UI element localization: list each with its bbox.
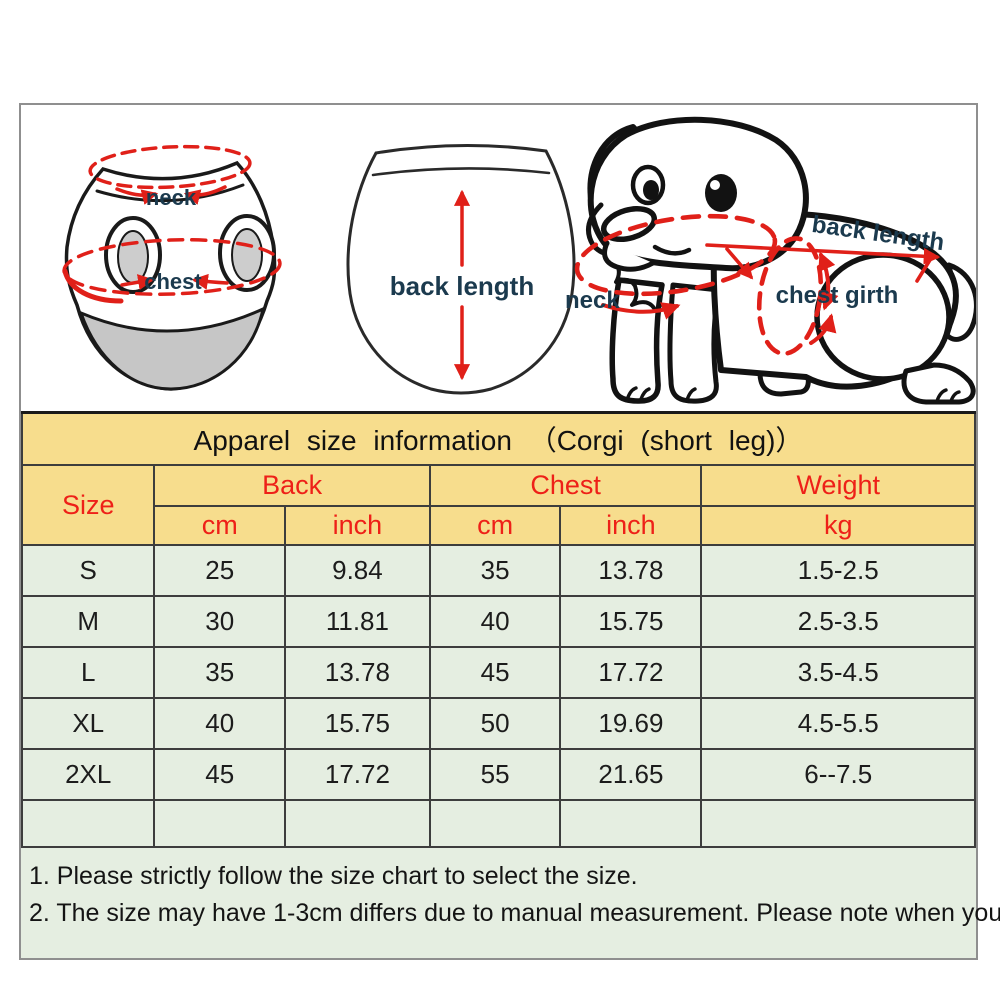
neck-arrow-right [183, 185, 227, 205]
table-title-row: Apparel size information （Corgi (short l… [21, 411, 976, 466]
cell-back-cm: 45 [153, 748, 286, 801]
vest-back-band [371, 167, 551, 177]
header-chest-inch: inch [559, 505, 703, 546]
table-row-2xl: 2XL 45 17.72 55 21.65 6--7.5 [20, 748, 976, 801]
note-2: 2. The size may have 1-3cm differs due t… [29, 899, 1000, 927]
cell-chest-cm: 45 [428, 646, 562, 699]
dog-hind-toes [935, 388, 961, 403]
vest-back-body [346, 143, 576, 395]
cell-weight: 1.5-2.5 [700, 544, 976, 597]
cell-weight [700, 799, 976, 848]
size-guide-panel: neck chest back length [19, 103, 1000, 960]
cell-size: 2XL [20, 748, 156, 801]
cell-back-cm [153, 799, 286, 848]
cell-back-inch: 11.81 [284, 595, 431, 648]
cell-back-inch: 17.72 [284, 748, 431, 801]
cell-back-inch: 13.78 [284, 646, 431, 699]
cell-chest-inch: 21.65 [559, 748, 703, 801]
chest-arrow-left [120, 274, 155, 291]
header-weight: Weight [700, 464, 976, 507]
cell-back-cm: 35 [153, 646, 286, 699]
chest-arrow-right [191, 273, 229, 290]
dog-nose [600, 206, 658, 242]
header-chest: Chest [428, 464, 703, 507]
armhole-right-inner [231, 228, 263, 282]
dog-front-toes [625, 386, 697, 402]
cell-weight: 4.5-5.5 [700, 697, 976, 750]
table-row-s: S 25 9.84 35 13.78 1.5-2.5 [20, 544, 976, 597]
dog-eye-right-gleam [710, 180, 720, 190]
cell-size [20, 799, 156, 848]
measurement-illustration: neck chest back length [62, 116, 976, 405]
vest-front-neckband [95, 183, 245, 203]
dog-haunch [814, 252, 952, 382]
cell-back-inch: 9.84 [284, 544, 431, 597]
cell-back-inch [284, 799, 431, 848]
cell-size: XL [20, 697, 156, 750]
dog-neck-measure-ellipse [574, 213, 778, 297]
note-1: 1. Please strictly follow the size chart… [29, 862, 638, 890]
header-back-cm: cm [153, 505, 286, 546]
vest-back-length-label: back length [390, 271, 534, 301]
cell-chest-cm: 35 [428, 544, 562, 597]
vest-back-illustration: back length [346, 143, 576, 395]
dog-chest-girth-arrow2 [809, 313, 837, 345]
cell-chest-cm [428, 799, 562, 848]
cell-back-cm: 30 [153, 595, 286, 648]
cell-chest-inch [559, 799, 703, 848]
cell-size: S [20, 544, 156, 597]
dog-neck-label: neck [565, 287, 620, 314]
cell-back-inch: 15.75 [284, 697, 431, 750]
neck-arrow-left [115, 187, 159, 205]
table-row-xl: XL 40 15.75 50 19.69 4.5-5.5 [20, 697, 976, 750]
dog-back-length-line [705, 243, 941, 265]
dog-chin [602, 240, 656, 272]
header-chest-cm: cm [428, 505, 562, 546]
cell-chest-cm: 40 [428, 595, 562, 648]
cell-back-cm: 25 [153, 544, 286, 597]
dog-chest-girth-arrow [818, 251, 839, 311]
vest-front-illustration: neck chest [62, 144, 282, 391]
dog-mouth [652, 244, 692, 256]
header-weight-kg: kg [700, 505, 976, 546]
vest-chest-label: chest [144, 269, 202, 294]
cell-chest-inch: 15.75 [559, 595, 703, 648]
cell-weight: 2.5-3.5 [700, 595, 976, 648]
size-chart-table: Apparel size information （Corgi (short l… [20, 411, 976, 848]
dog-withers-arrow [725, 247, 754, 280]
chest-band-solid [62, 268, 124, 304]
cell-chest-cm: 55 [428, 748, 562, 801]
table-row-m: M 30 11.81 40 15.75 2.5-3.5 [20, 595, 976, 648]
header-row-units: cm inch cm inch kg [22, 505, 976, 546]
dog-rump-tick [915, 253, 935, 283]
cell-size: L [20, 646, 156, 699]
header-row-groups: Size Back Chest Weight [20, 464, 976, 546]
cell-chest-inch: 17.72 [559, 646, 703, 699]
table-title: Apparel size information （Corgi (short l… [21, 411, 976, 466]
cell-weight: 3.5-4.5 [700, 646, 976, 699]
dog-eye-left-pupil [643, 180, 659, 200]
dog-chest-girth-label: chest girth [776, 282, 899, 309]
dog-eye-right [705, 174, 737, 212]
dog-neck-arrow [601, 302, 681, 320]
cell-size: M [20, 595, 156, 648]
dog-front-leg-far [667, 282, 722, 404]
cell-back-cm: 40 [153, 697, 286, 750]
table-row-empty [20, 799, 976, 848]
table-row-l: L 35 13.78 45 17.72 3.5-4.5 [20, 646, 976, 699]
cell-chest-inch: 13.78 [559, 544, 703, 597]
header-back-inch: inch [284, 505, 431, 546]
cell-chest-cm: 50 [428, 697, 562, 750]
header-size: Size [20, 464, 156, 546]
vest-neck-label: neck [146, 185, 197, 210]
dog-illustration: back length neck chest girth [565, 116, 976, 405]
header-back: Back [153, 464, 431, 507]
cell-chest-inch: 19.69 [559, 697, 703, 750]
vest-front-hem [78, 306, 266, 391]
cell-weight: 6--7.5 [700, 748, 976, 801]
size-notes: 1. Please strictly follow the size chart… [21, 848, 1000, 958]
neck-measure-ellipse [88, 144, 252, 190]
